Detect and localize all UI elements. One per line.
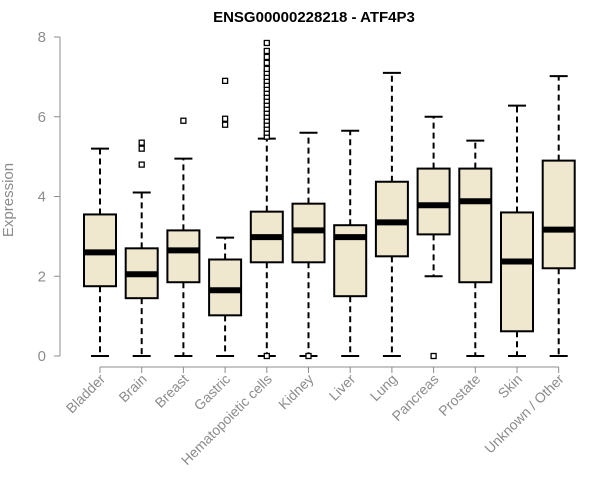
y-axis-label: Expression bbox=[0, 163, 17, 237]
outlier-point bbox=[221, 115, 229, 122]
box-hematopoietic-cells bbox=[249, 39, 284, 360]
outlier-point bbox=[263, 65, 270, 73]
outlier-point bbox=[221, 121, 229, 128]
box-unknown-other bbox=[541, 75, 576, 357]
y-tick-label: 8 bbox=[38, 29, 46, 46]
box-pancreas bbox=[416, 115, 451, 360]
x-tick-label: Brain bbox=[115, 371, 149, 405]
outlier-point bbox=[263, 59, 270, 67]
outlier-point bbox=[221, 77, 229, 85]
plot-area bbox=[83, 39, 576, 360]
x-tick-label: Bladder bbox=[63, 371, 109, 417]
box-iqr bbox=[374, 180, 409, 258]
x-tick-label: Liver bbox=[326, 371, 359, 404]
box-iqr bbox=[458, 167, 493, 284]
outlier-point bbox=[263, 39, 270, 47]
box-brain bbox=[124, 139, 159, 357]
box-iqr bbox=[500, 211, 534, 333]
y-axis: 0 2 4 6 8 bbox=[38, 29, 61, 365]
y-tick-label: 2 bbox=[38, 268, 46, 285]
y-tick-label: 0 bbox=[38, 348, 46, 365]
box-liver bbox=[333, 129, 368, 357]
x-tick-label: Unknown / Other bbox=[481, 371, 567, 457]
chart-title: ENSG00000228218 - ATF4P3 bbox=[213, 9, 415, 26]
outlier-point bbox=[263, 53, 270, 61]
outlier-point bbox=[263, 47, 270, 55]
x-tick-label: Breast bbox=[152, 371, 192, 411]
x-tick-label: Kidney bbox=[275, 371, 317, 413]
box-gastric bbox=[208, 77, 243, 357]
x-tick-label: Lung bbox=[367, 371, 400, 404]
box-iqr bbox=[166, 229, 201, 284]
box-bladder bbox=[83, 147, 117, 357]
box-breast bbox=[166, 117, 201, 357]
outlier-point bbox=[180, 117, 187, 124]
box-kidney bbox=[291, 131, 326, 360]
outlier-point bbox=[138, 161, 145, 168]
box-iqr bbox=[541, 159, 576, 270]
outlier-point bbox=[430, 352, 437, 360]
box-prostate bbox=[458, 139, 493, 357]
outlier-point bbox=[138, 145, 145, 152]
x-tick-label: Prostate bbox=[435, 371, 483, 419]
y-tick-label: 4 bbox=[38, 189, 46, 206]
x-tick-label: Skin bbox=[495, 371, 526, 402]
outlier-point bbox=[138, 139, 145, 146]
outlier-point bbox=[305, 352, 312, 360]
box-iqr bbox=[416, 167, 451, 236]
box-lung bbox=[374, 71, 409, 357]
outlier-point bbox=[263, 352, 270, 360]
y-tick-label: 6 bbox=[38, 109, 46, 126]
box-skin bbox=[500, 104, 534, 357]
